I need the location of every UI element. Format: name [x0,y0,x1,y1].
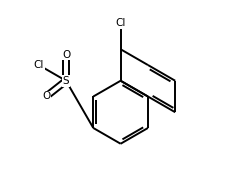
Text: O: O [62,50,70,60]
Text: Cl: Cl [115,18,125,28]
Text: S: S [62,76,69,86]
Text: O: O [42,92,50,101]
Text: Cl: Cl [33,60,44,70]
